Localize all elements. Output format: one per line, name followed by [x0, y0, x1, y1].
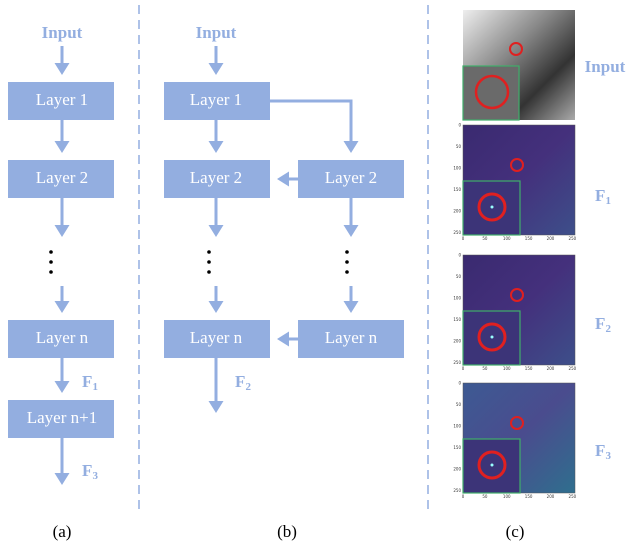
- layer: Layer 1: [36, 90, 88, 109]
- x-tick-label: 100: [503, 236, 511, 241]
- image-label: F1: [595, 186, 611, 207]
- y-tick-label: 250: [453, 488, 461, 493]
- caption: (c): [506, 522, 525, 541]
- y-tick-label: 0: [458, 381, 461, 386]
- image-label: Input: [585, 57, 626, 76]
- x-tick-label: 250: [569, 366, 577, 371]
- y-tick-label: 0: [458, 253, 461, 258]
- input-label: Input: [42, 23, 83, 42]
- x-tick-label: 100: [503, 366, 511, 371]
- y-tick-label: 100: [453, 295, 461, 300]
- y-tick-label: 100: [453, 423, 461, 428]
- y-tick-label: 50: [456, 402, 462, 407]
- panel-b: Input Layer 1 Layer 2 Layer 2 Layer n La…: [164, 23, 404, 541]
- x-tick-label: 50: [482, 494, 488, 499]
- y-tick-label: 200: [453, 466, 461, 471]
- layer: Layer 2: [190, 168, 242, 187]
- y-tick-label: 50: [456, 144, 462, 149]
- y-tick-label: 150: [453, 317, 461, 322]
- y-tick-label: 200: [453, 338, 461, 343]
- x-tick-label: 50: [482, 236, 488, 241]
- y-tick-label: 250: [453, 230, 461, 235]
- input-label: Input: [196, 23, 237, 42]
- output-label: F2: [235, 372, 251, 393]
- y-tick-label: 0: [458, 123, 461, 128]
- panel-c: Input (c) 0 0 50 50 100 100 150 150 200 200 250 250…: [453, 10, 625, 541]
- x-tick-label: 150: [525, 236, 533, 241]
- x-tick-label: 100: [503, 494, 511, 499]
- y-tick-label: 150: [453, 187, 461, 192]
- x-tick-label: 200: [547, 236, 555, 241]
- y-tick-label: 50: [456, 274, 462, 279]
- layer: Layer n+1: [27, 408, 97, 427]
- x-tick-label: 200: [547, 366, 555, 371]
- caption: (b): [277, 522, 297, 541]
- x-tick-label: 0: [462, 366, 465, 371]
- output-label: F1: [82, 372, 98, 393]
- layer: Layer 2: [36, 168, 88, 187]
- y-tick-label: 200: [453, 208, 461, 213]
- layer: Layer 2: [325, 168, 377, 187]
- target: [491, 206, 494, 209]
- x-tick-label: 250: [569, 236, 577, 241]
- layer: Layer 1: [190, 90, 242, 109]
- y-tick-label: 250: [453, 360, 461, 365]
- panel-a: Input Layer 1 Layer 2 Layer n F1 Layer n…: [8, 23, 114, 541]
- target: [491, 336, 494, 339]
- x-tick-label: 150: [525, 366, 533, 371]
- x-tick-label: 50: [482, 366, 488, 371]
- x-tick-label: 0: [462, 494, 465, 499]
- x-tick-label: 200: [547, 494, 555, 499]
- layer: Layer n: [36, 328, 89, 347]
- y-tick-label: 150: [453, 445, 461, 450]
- diagram: Input Layer 1 Layer 2 Layer n F1 Layer n…: [0, 0, 628, 547]
- x-tick-label: 150: [525, 494, 533, 499]
- layer: Layer n: [325, 328, 378, 347]
- separators: [139, 5, 428, 512]
- layer: Layer n: [190, 328, 243, 347]
- y-tick-label: 100: [453, 165, 461, 170]
- caption: (a): [53, 522, 72, 541]
- target: [491, 464, 494, 467]
- image-label: F2: [595, 314, 611, 335]
- image-label: F3: [595, 441, 611, 462]
- x-tick-label: 0: [462, 236, 465, 241]
- output-label: F3: [82, 461, 98, 482]
- x-tick-label: 250: [569, 494, 577, 499]
